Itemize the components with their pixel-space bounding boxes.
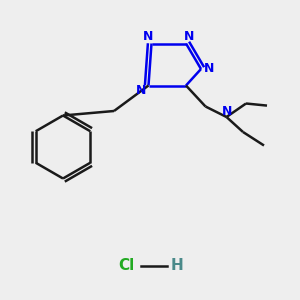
Text: N: N bbox=[222, 105, 233, 118]
Text: N: N bbox=[143, 29, 154, 43]
Text: Cl: Cl bbox=[118, 258, 134, 273]
Text: N: N bbox=[204, 62, 214, 76]
Text: N: N bbox=[136, 83, 146, 97]
Text: N: N bbox=[184, 29, 194, 43]
Text: H: H bbox=[171, 258, 183, 273]
